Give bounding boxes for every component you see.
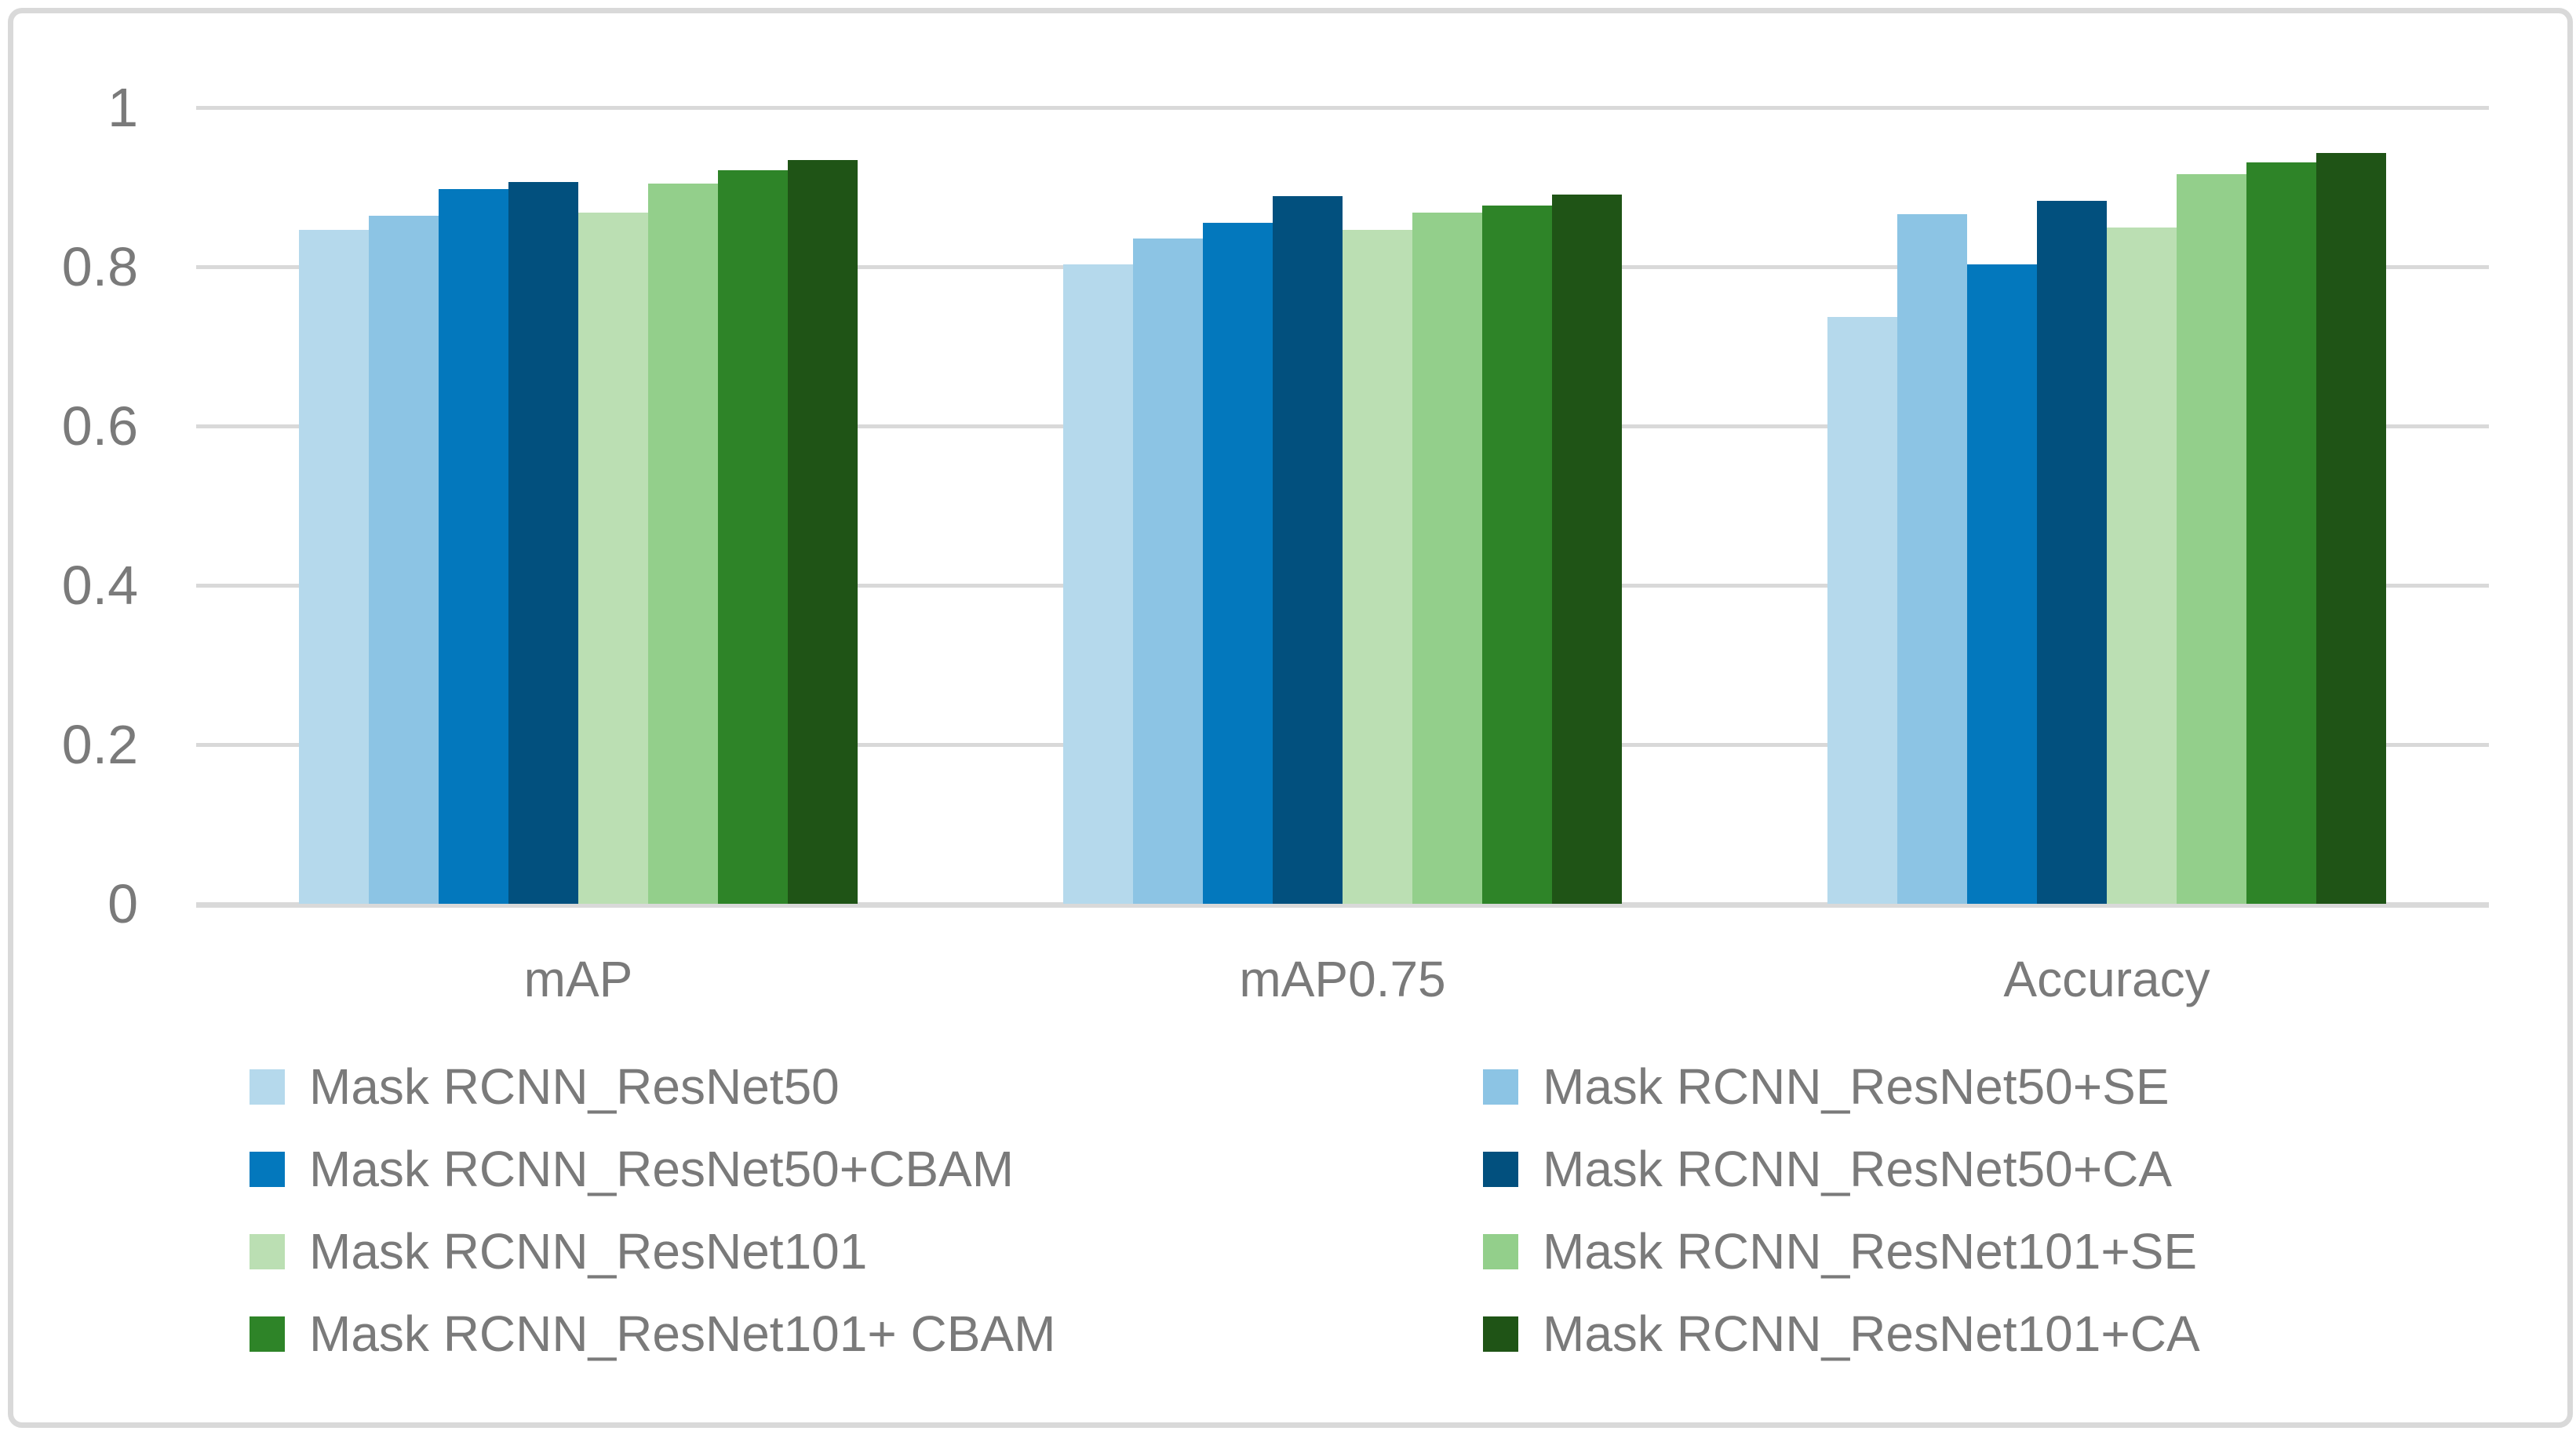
legend-item-mask-rcnn-resnet101-se: Mask RCNN_ResNet101+SE: [1483, 1226, 2197, 1276]
legend-swatch-mask-rcnn-resnet101-se: [1483, 1233, 1518, 1269]
legend-swatch-mask-rcnn-resnet50: [250, 1069, 285, 1105]
bar-mask-rcnn-resnet50-map: [299, 230, 369, 904]
legend-item-mask-rcnn-resnet50-ca: Mask RCNN_ResNet50+CA: [1483, 1144, 2172, 1194]
legend-item-mask-rcnn-resnet50: Mask RCNN_ResNet50: [250, 1061, 840, 1112]
legend-label: Mask RCNN_ResNet101+CA: [1543, 1305, 2200, 1362]
bar-mask-rcnn-resnet50-cbam-accuracy: [1967, 264, 2037, 904]
bar-mask-rcnn-resnet101-se-map: [648, 184, 718, 904]
legend-label: Mask RCNN_ResNet101+ CBAM: [309, 1305, 1056, 1362]
legend-item-mask-rcnn-resnet101-cbam: Mask RCNN_ResNet101+ CBAM: [250, 1309, 1055, 1359]
legend-swatch-mask-rcnn-resnet101: [250, 1233, 285, 1269]
bar-mask-rcnn-resnet50-accuracy: [1827, 317, 1897, 904]
bar-mask-rcnn-resnet101-cbam-map: [718, 170, 788, 904]
bar-mask-rcnn-resnet50-ca-accuracy: [2037, 201, 2107, 904]
bar-mask-rcnn-resnet50-se-map: [369, 216, 439, 904]
legend-swatch-mask-rcnn-resnet101-ca: [1483, 1316, 1518, 1352]
bar-mask-rcnn-resnet50-map0-75: [1063, 264, 1133, 904]
gridline-1: [196, 106, 2489, 110]
y-tick-label-0.2: 0.2: [61, 714, 138, 775]
y-tick-label-1: 1: [107, 77, 138, 138]
bar-mask-rcnn-resnet101-accuracy: [2107, 228, 2177, 904]
legend-swatch-mask-rcnn-resnet50-cbam: [250, 1151, 285, 1187]
bar-mask-rcnn-resnet101-cbam-map0-75: [1482, 206, 1552, 904]
bar-mask-rcnn-resnet50-ca-map: [508, 182, 578, 904]
y-tick-label-0.6: 0.6: [61, 395, 138, 457]
bar-mask-rcnn-resnet101-ca-accuracy: [2316, 153, 2386, 904]
y-tick-label-0: 0: [107, 873, 138, 934]
x-axis-line: [196, 902, 2489, 908]
bar-mask-rcnn-resnet50-cbam-map0-75: [1203, 223, 1273, 904]
legend-swatch-mask-rcnn-resnet50-ca: [1483, 1151, 1518, 1187]
bar-mask-rcnn-resnet101-se-map0-75: [1412, 213, 1482, 904]
legend-swatch-mask-rcnn-resnet50-se: [1483, 1069, 1518, 1105]
bar-mask-rcnn-resnet101-map0-75: [1343, 230, 1412, 904]
bar-mask-rcnn-resnet50-ca-map0-75: [1273, 196, 1343, 904]
bar-mask-rcnn-resnet101-ca-map0-75: [1552, 195, 1622, 904]
y-tick-label-0.8: 0.8: [61, 236, 138, 297]
bar-mask-rcnn-resnet50-se-accuracy: [1897, 214, 1967, 904]
bar-mask-rcnn-resnet101-ca-map: [788, 160, 858, 904]
x-category-label-map0-75: mAP0.75: [1239, 951, 1446, 1007]
legend-item-mask-rcnn-resnet50-cbam: Mask RCNN_ResNet50+CBAM: [250, 1144, 1014, 1194]
legend-label: Mask RCNN_ResNet101: [309, 1223, 868, 1280]
legend-label: Mask RCNN_ResNet50+SE: [1543, 1058, 2170, 1115]
bar-mask-rcnn-resnet50-cbam-map: [439, 189, 508, 904]
y-tick-label-0.4: 0.4: [61, 555, 138, 616]
legend-swatch-mask-rcnn-resnet101-cbam: [250, 1316, 285, 1352]
bar-mask-rcnn-resnet50-se-map0-75: [1133, 238, 1203, 904]
legend-item-mask-rcnn-resnet101-ca: Mask RCNN_ResNet101+CA: [1483, 1309, 2200, 1359]
legend-label: Mask RCNN_ResNet50+CBAM: [309, 1141, 1015, 1197]
x-category-label-accuracy: Accuracy: [2003, 951, 2210, 1007]
legend-item-mask-rcnn-resnet101: Mask RCNN_ResNet101: [250, 1226, 867, 1276]
legend-label: Mask RCNN_ResNet50: [309, 1058, 840, 1115]
bar-mask-rcnn-resnet101-se-accuracy: [2177, 174, 2246, 904]
bar-mask-rcnn-resnet101-cbam-accuracy: [2246, 162, 2316, 904]
legend-label: Mask RCNN_ResNet50+CA: [1543, 1141, 2173, 1197]
bar-mask-rcnn-resnet101-map: [578, 213, 648, 904]
x-category-label-map: mAP: [523, 951, 633, 1007]
legend-label: Mask RCNN_ResNet101+SE: [1543, 1223, 2198, 1280]
legend-item-mask-rcnn-resnet50-se: Mask RCNN_ResNet50+SE: [1483, 1061, 2170, 1112]
